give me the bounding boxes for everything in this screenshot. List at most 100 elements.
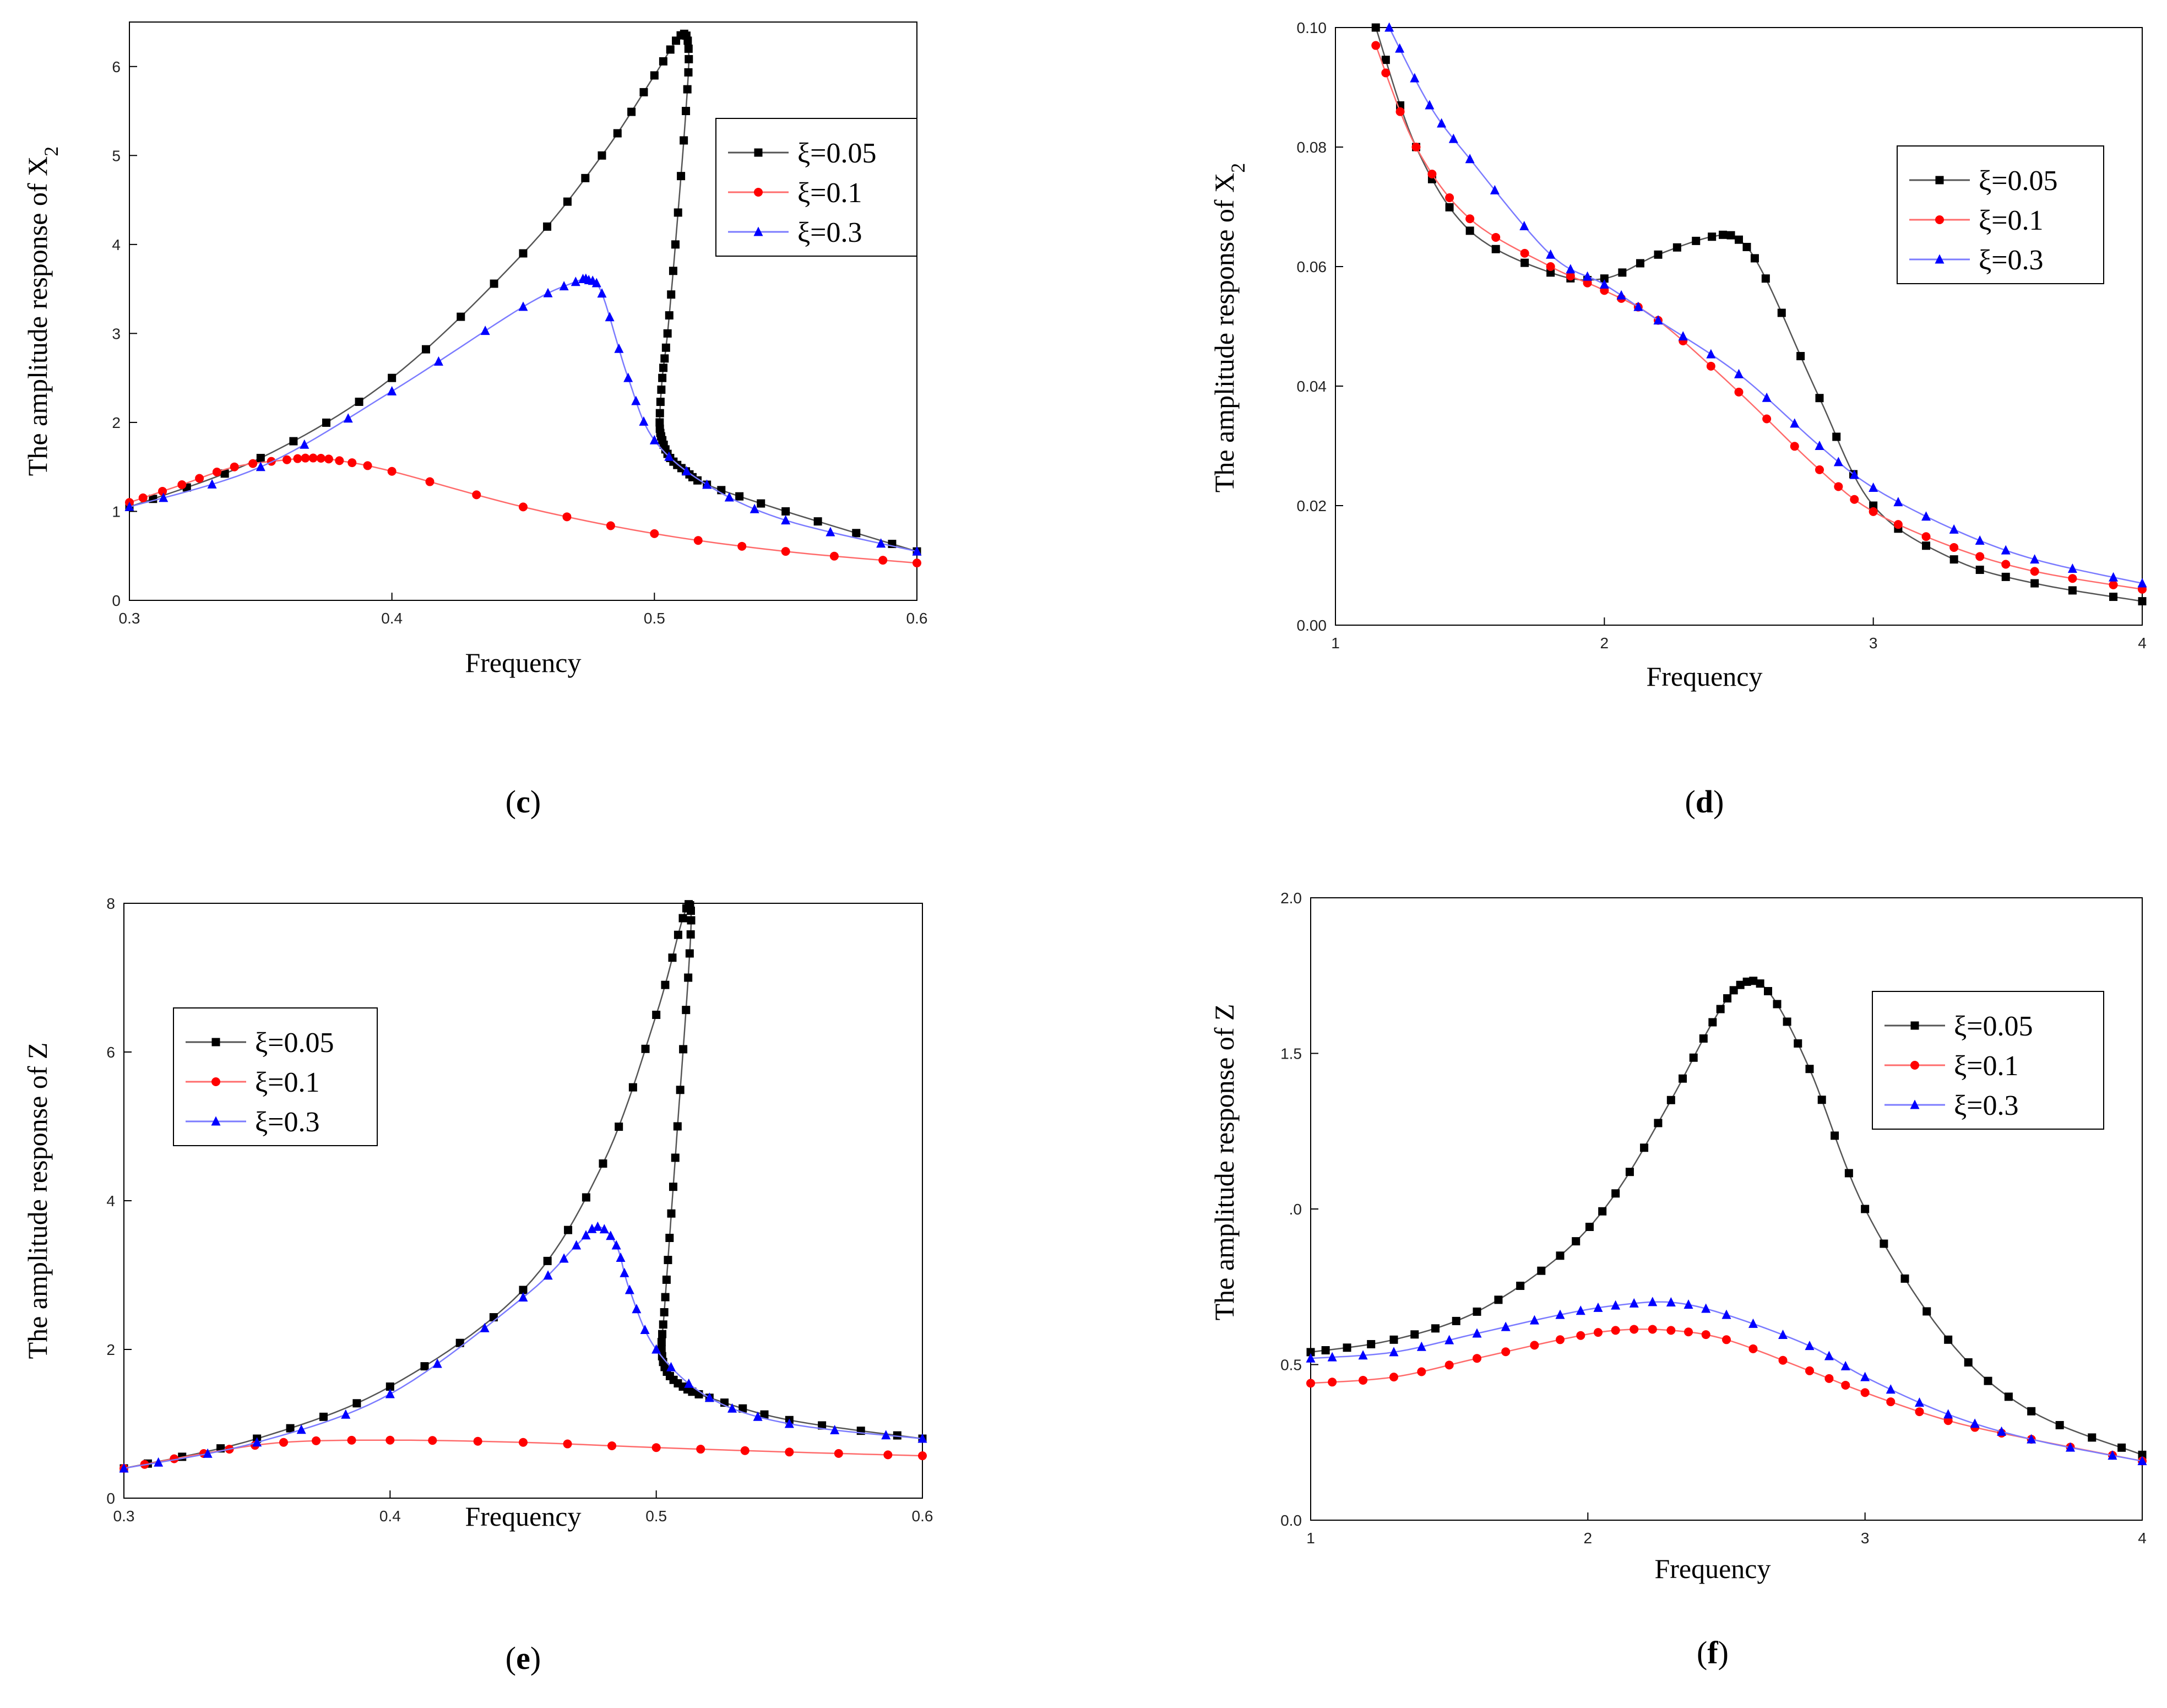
data-point-f-0 [2088,1433,2097,1442]
data-point-e-0 [385,1382,394,1391]
data-point-d-0 [1636,259,1644,268]
data-point-c-1 [781,547,790,556]
data-point-f-1 [1444,1360,1454,1370]
y-tick-label-d: 0.06 [1297,258,1327,275]
data-point-d-2 [1395,43,1405,53]
data-point-c-0 [543,222,552,231]
data-point-c-0 [421,345,430,354]
data-point-f-0 [1321,1346,1330,1355]
data-point-d-0 [1546,268,1555,277]
legend-marker-c-0 [754,148,763,157]
data-point-f-2 [1666,1297,1676,1306]
data-point-f-1 [1630,1325,1639,1334]
data-point-e-2 [593,1221,602,1231]
y-tick-label-e: 0 [106,1490,115,1507]
x-tick-label-f: 2 [1584,1530,1593,1547]
data-point-f-2 [1648,1297,1658,1306]
data-point-c-0 [220,469,229,478]
data-point-c-1 [158,486,167,496]
data-point-f-2 [2066,1442,2076,1452]
data-point-d-2 [1869,482,1878,492]
data-point-e-2 [572,1240,582,1250]
y-axis-label-d: The amplitude response of X2 [1209,163,1249,492]
data-point-d-2 [1546,249,1556,259]
data-point-f-2 [1860,1371,1870,1381]
legend-box-c [715,118,917,257]
data-point-d-2 [1583,271,1593,281]
data-point-c-0 [563,197,572,206]
data-point-c-0 [639,88,648,96]
data-point-f-0 [1773,1000,1782,1008]
data-point-c-0 [661,343,670,352]
ticks-d: 1 2 3 4 0.00 0.02 0.04 0.06 0.08 0.10 [1297,19,2147,652]
data-point-c-2 [597,288,607,298]
y-axis-label-c: The amplitude response of X2 [22,147,62,476]
series-line-c-0 [129,33,917,552]
data-point-f-2 [1327,1352,1337,1362]
data-point-f-0 [1699,1034,1708,1043]
data-point-f-0 [1964,1358,1973,1367]
y-tick-label-d: 0.00 [1297,617,1327,634]
panel-d: 1 2 3 4 0.00 0.02 0.04 0.06 0.08 0.10 Frequency T… [1209,19,2147,820]
data-point-c-0 [666,45,675,54]
data-point-c-1 [650,529,659,538]
data-point-c-0 [355,398,363,406]
legend-label-e-0: ξ=0.05 [255,1027,334,1059]
data-point-e-0 [582,1193,590,1202]
data-point-d-1 [1949,543,1959,552]
data-point-e-2 [480,1322,490,1332]
legend-marker-c-1 [754,188,763,197]
data-point-c-2 [256,462,265,471]
data-point-e-0 [667,1209,676,1218]
data-point-c-0 [490,279,498,288]
y-tick-label-c: 4 [112,236,121,253]
data-point-f-1 [1328,1378,1337,1387]
data-point-f-1 [1473,1354,1481,1363]
data-point-f-2 [1805,1341,1815,1351]
data-point-e-2 [119,1463,129,1473]
y-tick-label-c: 3 [112,325,121,342]
data-point-d-1 [1427,170,1437,179]
x-tick-label-d: 1 [1331,635,1340,652]
data-point-f-2 [1358,1350,1368,1360]
data-point-f-0 [1794,1039,1802,1048]
data-point-e-0 [628,1083,637,1092]
data-point-d-1 [1381,68,1391,78]
data-point-c-0 [667,290,676,299]
data-point-f-0 [1611,1189,1620,1198]
y-tick-label-f: .0 [1289,1201,1302,1218]
data-point-e-2 [581,1230,591,1240]
data-point-f-2 [1472,1328,1482,1338]
data-point-d-2 [1616,290,1626,300]
panel-caption-f: (f) [1697,1635,1729,1671]
data-point-f-0 [1817,1096,1826,1104]
data-point-c-0 [684,68,693,77]
data-point-e-1 [740,1446,750,1455]
data-point-f-2 [1501,1321,1511,1331]
data-point-f-2 [1721,1309,1731,1319]
data-point-f-2 [1886,1384,1896,1394]
data-point-f-2 [1416,1341,1426,1351]
data-point-d-1 [2001,560,2011,569]
data-point-d-1 [2109,580,2118,589]
data-point-f-0 [1729,986,1738,995]
data-point-e-0 [543,1256,552,1265]
legend-box-d [1897,145,2104,284]
data-point-f-1 [1805,1366,1814,1375]
legend-label-d-1: ξ=0.1 [1979,205,2044,236]
data-point-d-2 [1465,154,1475,164]
data-point-f-1 [1684,1327,1693,1337]
data-point-e-2 [704,1392,714,1402]
data-point-e-0 [686,930,695,939]
data-point-f-0 [1880,1239,1888,1248]
data-point-c-0 [683,36,692,45]
data-point-c-0 [650,71,659,80]
data-point-f-1 [1915,1407,1924,1417]
data-point-e-0 [760,1410,769,1419]
data-point-e-0 [893,1431,901,1440]
data-point-c-0 [659,364,668,372]
data-point-c-1 [913,559,921,568]
y-tick-label-e: 8 [106,895,115,912]
data-point-c-2 [605,312,615,322]
data-point-f-0 [1431,1324,1440,1333]
